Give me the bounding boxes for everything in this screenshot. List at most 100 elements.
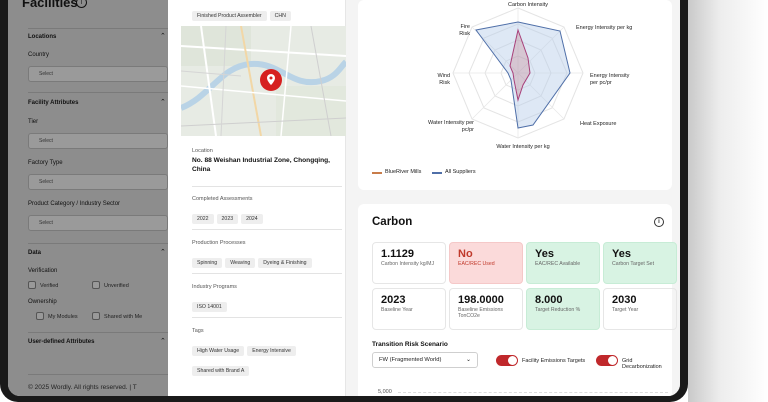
series-all-suppliers	[475, 21, 571, 129]
divider	[192, 273, 342, 274]
divider	[28, 332, 168, 333]
metric-label: Baseline Year	[381, 307, 413, 313]
axis-label: Fire Risk	[459, 24, 470, 37]
unverified-checkbox[interactable]	[92, 281, 100, 289]
ownership-label: Ownership	[28, 299, 57, 305]
year-chip[interactable]: 2023	[216, 214, 239, 224]
toggle-label: Facility Emissions Targets	[522, 358, 586, 364]
tag-chips: High Water Usage Energy Intensive Shared w…	[192, 339, 342, 379]
device-shadow	[688, 0, 768, 402]
facility-detail-panel: Finished Product Assembler CHN	[168, 0, 346, 396]
factory-type-label: Factory Type	[28, 160, 63, 166]
axis-label: Water Intensity per pc/pr	[428, 120, 474, 133]
unverified-label: Unverified	[104, 283, 129, 289]
section-facility-attributes[interactable]: Facility Attributes	[28, 100, 79, 106]
chevron-up-icon[interactable]: ⌃	[160, 99, 166, 106]
grid-decarbonization-toggle[interactable]	[596, 355, 618, 366]
transition-risk-title: Transition Risk Scenario	[372, 341, 448, 348]
process-chips: Spinning Weaving Dyeing & Finishing	[192, 251, 315, 271]
factory-type-select[interactable]: Select	[28, 174, 168, 190]
product-category-label: Product Category / Industry Sector	[28, 201, 121, 207]
section-locations[interactable]: Locations	[28, 34, 57, 40]
metric-value: Yes	[535, 248, 554, 260]
section-user-defined[interactable]: User-defined Attributes	[28, 339, 95, 345]
metric-card: Yes EAC/REC Available	[526, 242, 600, 284]
country-select[interactable]: Select	[28, 66, 168, 82]
tier-label: Tier	[28, 119, 39, 125]
chevron-down-icon: ⌄	[465, 357, 471, 363]
chevron-up-icon[interactable]: ⌃	[160, 33, 166, 40]
divider	[28, 92, 168, 93]
page-title: Facilities	[22, 0, 78, 10]
year-chip[interactable]: 2024	[241, 214, 263, 224]
verified-checkbox[interactable]	[28, 281, 36, 289]
gridline	[398, 392, 668, 393]
legend-swatch	[372, 172, 382, 174]
production-processes-label: Production Processes	[192, 240, 246, 246]
footer-copyright: © 2025 Wordly. All rights reserved. | T	[28, 384, 137, 391]
shared-with-me-checkbox[interactable]	[92, 312, 100, 320]
app-screen: Facilities i Locations ⌃ Country Select …	[8, 0, 680, 396]
product-category-select[interactable]: Select	[28, 215, 168, 231]
country-label: Country	[28, 52, 50, 58]
metric-value: 1.1129	[381, 248, 415, 260]
metric-value: Yes	[612, 248, 631, 260]
metric-value: 2030	[612, 294, 637, 306]
verified-label: Verified	[40, 283, 59, 289]
divider	[192, 317, 342, 318]
tag-chip: Energy Intensive	[247, 346, 296, 356]
info-icon[interactable]: i	[76, 0, 87, 8]
process-chip: Dyeing & Finishing	[258, 258, 312, 268]
location-label: Location	[192, 148, 213, 154]
section-data[interactable]: Data	[28, 250, 42, 256]
facility-emissions-toggle[interactable]	[496, 355, 518, 366]
chevron-up-icon[interactable]: ⌃	[160, 338, 166, 345]
axis-label: Heat Exposure	[580, 121, 617, 127]
axis-label: Energy Intensity per pc/pr	[590, 73, 630, 86]
metric-card: 1.1129 Carbon Intensity kg/MJ	[372, 242, 446, 284]
carbon-card: Carbon i 1.1129 Carbon Intensity kg/MJ N…	[358, 204, 677, 396]
tag-chip: High Water Usage	[192, 346, 245, 356]
metric-value: 2023	[381, 294, 406, 306]
metric-label: Carbon Target Set	[612, 261, 655, 267]
scenario-select[interactable]: FW (Fragmented World) ⌄	[372, 352, 478, 368]
metric-label: Carbon Intensity kg/MJ	[381, 261, 435, 267]
year-chip[interactable]: 2022	[192, 214, 214, 224]
metric-card: 198.0000 Baseline Emissions TonCO2e	[449, 288, 523, 330]
axis-label: Wind Risk	[437, 73, 450, 86]
radar-chart	[452, 7, 584, 139]
metric-card: 2023 Baseline Year	[372, 288, 446, 330]
metric-label: EAC/REC Available	[535, 261, 581, 267]
axis-label: Energy Intensity per kg	[576, 25, 633, 31]
analytics-panel: Carbon Intensity Energy Intensity per kg…	[346, 0, 680, 396]
filters-sidebar: Facilities i Locations ⌃ Country Select …	[8, 0, 168, 396]
legend-label: BlueRiver Mills	[385, 169, 422, 175]
my-modules-checkbox[interactable]	[36, 312, 44, 320]
axis-label: Carbon Intensity	[507, 2, 549, 8]
divider	[192, 186, 342, 187]
axis-label: Water Intensity per kg	[496, 144, 550, 150]
tags-label: Tags	[192, 328, 204, 334]
metric-label: Baseline Emissions TonCO2e	[458, 307, 503, 319]
map-pin-icon[interactable]	[259, 68, 283, 96]
toggle-label: Grid Decarbonization	[622, 358, 662, 370]
chart-axis-value: 5,000	[378, 389, 392, 395]
chevron-up-icon[interactable]: ⌃	[160, 249, 166, 256]
chip: Finished Product Assembler	[192, 11, 267, 21]
metric-value: 8.000	[535, 294, 563, 306]
metric-label: Target Year	[612, 307, 639, 313]
program-chip: ISO 14001	[192, 302, 227, 312]
metric-label: EAC/REC Used	[458, 261, 495, 267]
metric-card: Yes Carbon Target Set	[603, 242, 677, 284]
tier-select[interactable]: Select	[28, 133, 168, 149]
metric-card: 2030 Target Year	[603, 288, 677, 330]
divider	[28, 28, 168, 29]
assessment-years: 2022 2023 2024	[192, 207, 266, 227]
facility-map[interactable]	[181, 26, 346, 136]
completed-assessments-label: Completed Assessments	[192, 196, 253, 202]
carbon-title: Carbon	[372, 216, 413, 228]
info-icon[interactable]: i	[654, 217, 664, 227]
tag-chip: Shared with Brand A	[192, 366, 250, 376]
facility-address: No. 88 Weishan Industrial Zone, Chongqin…	[192, 157, 330, 173]
metric-card: No EAC/REC Used	[449, 242, 523, 284]
